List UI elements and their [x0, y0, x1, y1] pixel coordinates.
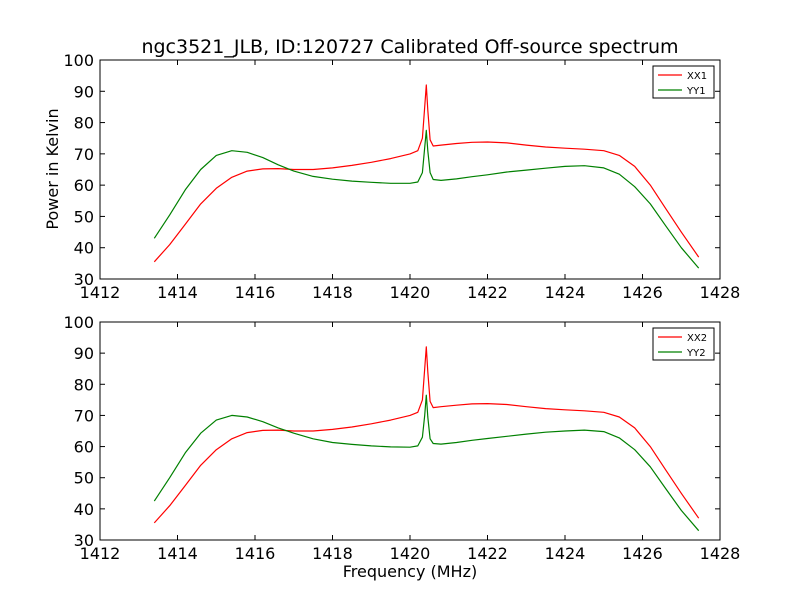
x-tick-label: 1424: [545, 544, 586, 563]
bottom-plot: 1412 1414 1416 1418 1420 1422 1424 1426 1428 30 40…: [63, 313, 740, 563]
x-tick-label: 1416: [235, 283, 276, 302]
x-tick-label: 1412: [80, 283, 121, 302]
y-tick-label: 30: [74, 531, 94, 550]
y-tick-label: 60: [74, 176, 94, 195]
x-tick-label: 1422: [467, 544, 508, 563]
y-tick-label: 90: [74, 344, 94, 363]
legend-label-yy2: YY2: [686, 348, 706, 359]
y-tick-label: 50: [74, 207, 94, 226]
series-line-yy2: [153, 394, 700, 532]
x-tick-label: 1428: [700, 544, 741, 563]
x-tick-label: 1424: [545, 283, 586, 302]
y-tick-label: 70: [74, 406, 94, 425]
legend-box: [652, 65, 715, 99]
y-tick-label: 50: [74, 469, 94, 488]
y-tick-label: 40: [74, 500, 94, 519]
x-tick-label: 1422: [467, 283, 508, 302]
y-tick-label: 80: [74, 375, 94, 394]
series-line-xx2: [153, 346, 700, 524]
x-tick-label: 1414: [157, 544, 198, 563]
legend-label-yy1: YY1: [686, 86, 706, 97]
x-tick-label: 1420: [390, 544, 431, 563]
legend-label-xx1: XX1: [687, 71, 707, 82]
legend-label-xx2: XX2: [687, 333, 707, 344]
series-line-yy1: [153, 129, 700, 269]
y-tick-label: 70: [74, 145, 94, 164]
series-line-xx1: [153, 84, 700, 263]
legend-box: [652, 327, 715, 361]
figure-title: ngc3521_JLB, ID:120727 Calibrated Off-so…: [141, 36, 678, 58]
top-plot: 1412 1414 1416 1418 1420 1422 1424 1426 1428 30 40…: [63, 51, 740, 302]
y-axis-title: Power in Kelvin: [43, 108, 62, 229]
y-tick-label: 30: [74, 270, 94, 289]
x-tick-label: 1418: [312, 283, 353, 302]
x-tick-label: 1426: [622, 283, 663, 302]
x-tick-label: 1426: [622, 544, 663, 563]
x-tick-label: 1418: [312, 544, 353, 563]
x-tick-label: 1420: [390, 283, 431, 302]
y-tick-label: 40: [74, 239, 94, 258]
x-tick-label: 1414: [157, 283, 198, 302]
x-axis-title: Frequency (MHz): [343, 562, 477, 581]
y-tick-label: 60: [74, 438, 94, 457]
x-tick-label: 1416: [235, 544, 276, 563]
y-tick-label: 80: [74, 114, 94, 133]
y-tick-label: 100: [63, 51, 94, 70]
y-tick-label: 100: [63, 313, 94, 332]
y-tick-label: 90: [74, 82, 94, 101]
x-tick-label: 1428: [700, 283, 741, 302]
x-tick-label: 1412: [80, 544, 121, 563]
